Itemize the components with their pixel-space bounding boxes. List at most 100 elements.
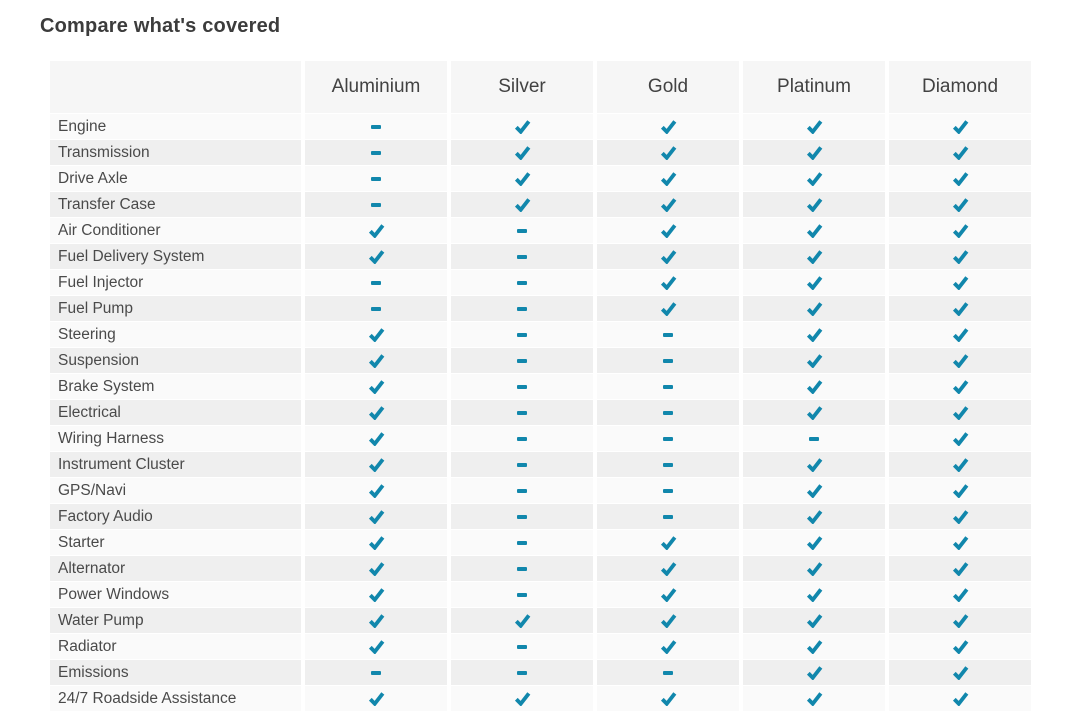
coverage-cell-platinum [743, 192, 885, 217]
coverage-cell-platinum [743, 530, 885, 555]
coverage-cell-aluminium [305, 270, 447, 295]
table-row: Air Conditioner [50, 217, 1031, 243]
check-icon [806, 692, 822, 706]
coverage-cell-platinum [743, 504, 885, 529]
table-row: Power Windows [50, 581, 1031, 607]
check-icon [660, 224, 676, 238]
check-icon [806, 536, 822, 550]
check-icon [952, 406, 968, 420]
table-row: Fuel Injector [50, 269, 1031, 295]
coverage-cell-silver [451, 296, 593, 321]
row-label: Factory Audio [50, 504, 301, 529]
coverage-cell-gold [597, 348, 739, 373]
coverage-cell-silver [451, 634, 593, 659]
dash-icon [663, 670, 673, 675]
coverage-cell-gold [597, 634, 739, 659]
coverage-cell-platinum [743, 270, 885, 295]
coverage-cell-platinum [743, 296, 885, 321]
check-icon [806, 510, 822, 524]
coverage-cell-silver [451, 478, 593, 503]
row-label: Water Pump [50, 608, 301, 633]
coverage-cell-silver [451, 504, 593, 529]
table-row: Transfer Case [50, 191, 1031, 217]
coverage-cell-diamond [889, 478, 1031, 503]
row-label: Electrical [50, 400, 301, 425]
coverage-cell-diamond [889, 348, 1031, 373]
table-row: Starter [50, 529, 1031, 555]
dash-icon [371, 176, 381, 181]
dash-icon [371, 124, 381, 129]
table-row: Alternator [50, 555, 1031, 581]
row-label: Fuel Pump [50, 296, 301, 321]
row-label: Wiring Harness [50, 426, 301, 451]
table-row: Emissions [50, 659, 1031, 685]
check-icon [806, 666, 822, 680]
check-icon [952, 692, 968, 706]
check-icon [660, 692, 676, 706]
coverage-comparison-table: Aluminium Silver Gold Platinum Diamond Engin… [50, 61, 1031, 711]
row-label: Power Windows [50, 582, 301, 607]
check-icon [514, 614, 530, 628]
coverage-cell-diamond [889, 322, 1031, 347]
check-icon [368, 640, 384, 654]
coverage-cell-gold [597, 244, 739, 269]
check-icon [806, 224, 822, 238]
dash-icon [663, 332, 673, 337]
row-label: Emissions [50, 660, 301, 685]
dash-icon [517, 488, 527, 493]
column-header-silver: Silver [451, 61, 593, 113]
dash-icon [517, 306, 527, 311]
check-icon [952, 120, 968, 134]
coverage-cell-silver [451, 686, 593, 711]
check-icon [952, 458, 968, 472]
check-icon [660, 640, 676, 654]
coverage-cell-aluminium [305, 192, 447, 217]
dash-icon [517, 436, 527, 441]
check-icon [660, 276, 676, 290]
row-label: Air Conditioner [50, 218, 301, 243]
check-icon [514, 172, 530, 186]
coverage-cell-aluminium [305, 114, 447, 139]
coverage-cell-gold [597, 140, 739, 165]
check-icon [514, 146, 530, 160]
check-icon [952, 146, 968, 160]
coverage-cell-silver [451, 192, 593, 217]
dash-icon [371, 670, 381, 675]
coverage-cell-platinum [743, 582, 885, 607]
check-icon [952, 276, 968, 290]
row-label: Instrument Cluster [50, 452, 301, 477]
check-icon [806, 146, 822, 160]
check-icon [952, 354, 968, 368]
table-row: Suspension [50, 347, 1031, 373]
coverage-cell-aluminium [305, 452, 447, 477]
table-header-row: Aluminium Silver Gold Platinum Diamond [50, 61, 1031, 113]
check-icon [806, 172, 822, 186]
coverage-cell-gold [597, 530, 739, 555]
row-label: Fuel Delivery System [50, 244, 301, 269]
coverage-cell-diamond [889, 582, 1031, 607]
table-row: GPS/Navi [50, 477, 1031, 503]
check-icon [514, 198, 530, 212]
check-icon [806, 588, 822, 602]
coverage-cell-diamond [889, 192, 1031, 217]
check-icon [952, 588, 968, 602]
row-label: Drive Axle [50, 166, 301, 191]
table-row: Wiring Harness [50, 425, 1031, 451]
coverage-cell-platinum [743, 218, 885, 243]
coverage-cell-aluminium [305, 296, 447, 321]
dash-icon [371, 280, 381, 285]
check-icon [952, 224, 968, 238]
coverage-cell-gold [597, 426, 739, 451]
coverage-cell-diamond [889, 166, 1031, 191]
coverage-cell-gold [597, 660, 739, 685]
table-row: Factory Audio [50, 503, 1031, 529]
check-icon [660, 614, 676, 628]
check-icon [952, 484, 968, 498]
coverage-cell-diamond [889, 270, 1031, 295]
coverage-cell-silver [451, 452, 593, 477]
coverage-cell-gold [597, 166, 739, 191]
dash-icon [663, 514, 673, 519]
check-icon [368, 562, 384, 576]
coverage-cell-aluminium [305, 608, 447, 633]
coverage-cell-gold [597, 374, 739, 399]
